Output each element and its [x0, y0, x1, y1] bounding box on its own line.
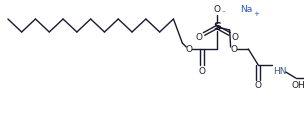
Text: O: O: [196, 33, 203, 42]
Text: O: O: [231, 33, 238, 42]
Text: O: O: [199, 67, 205, 75]
Text: Na: Na: [241, 5, 253, 14]
Text: OH: OH: [292, 81, 306, 90]
Text: HN: HN: [273, 67, 287, 76]
Text: +: +: [253, 11, 259, 17]
Text: O: O: [230, 44, 237, 53]
Text: O: O: [255, 82, 262, 91]
Text: S: S: [213, 22, 221, 32]
Text: O: O: [213, 5, 220, 14]
Text: ⁻: ⁻: [222, 9, 226, 18]
Text: O: O: [186, 44, 193, 53]
